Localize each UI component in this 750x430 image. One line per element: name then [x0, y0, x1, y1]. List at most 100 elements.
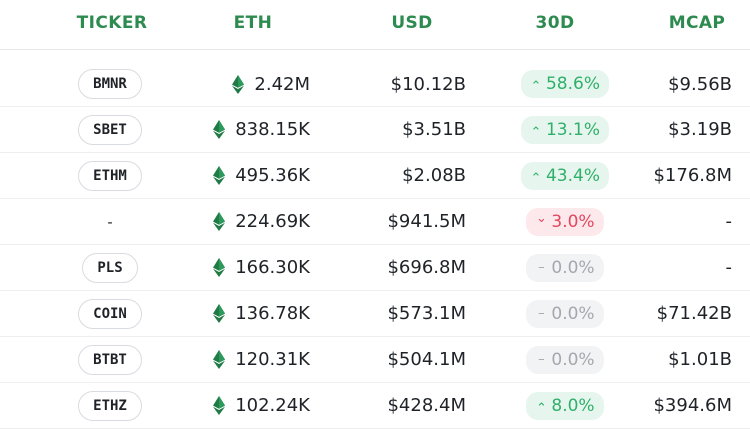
change-badge: ⌄ 3.0% [526, 207, 604, 236]
ticker-cell: SBET [60, 107, 160, 152]
change-value: 13.1% [545, 119, 600, 140]
usd-cell: $3.51B [330, 107, 466, 152]
table-row-coin[interactable]: COIN 136.78K $573.1M – 0.0% [0, 291, 750, 337]
mcap-cell: $394.6M [630, 383, 732, 428]
dash-icon: – [538, 259, 545, 275]
mcap-cell: $71.42B [630, 291, 732, 336]
eth-cell: 224.69K [160, 199, 310, 244]
eth-amount: 166.30K [235, 257, 310, 278]
mcap-cell: $3.19B [630, 107, 732, 152]
mcap-cell: $1.01B [630, 337, 732, 382]
eth-amount: 102.24K [235, 395, 310, 416]
mcap-cell: - [630, 245, 733, 290]
column-header-ticker[interactable]: TICKER [76, 13, 148, 33]
ticker-pill[interactable]: ETHZ [78, 390, 142, 421]
change-badge: – 0.0% [526, 253, 604, 282]
change-value: 58.6% [545, 74, 600, 94]
eth-amount: 120.31K [235, 349, 310, 370]
table-row-sbet[interactable]: SBET 838.15K $3.51B ⌃ 13.1% [0, 107, 750, 153]
eth-amount: 495.36K [235, 165, 310, 186]
ticker-cell: BTBT [60, 337, 160, 382]
eth-amount: 838.15K [235, 119, 310, 140]
ticker-cell: ETHZ [60, 383, 160, 428]
column-header-usd[interactable]: USD [391, 13, 433, 33]
ticker-pill[interactable]: BMNR [78, 69, 142, 99]
table-row-pls[interactable]: PLS 166.30K $696.8M – 0.0% [0, 245, 750, 291]
table-row-ethm[interactable]: ETHM 495.36K $2.08B ⌃ 43.4% [0, 153, 750, 199]
eth-cell: 2.42M [160, 62, 310, 106]
eth-amount: 136.78K [235, 303, 310, 324]
table-row-ethz[interactable]: ETHZ 102.24K $428.4M ⌃ 8.0% [0, 383, 750, 429]
arrow-down-icon: ⌄ [535, 210, 547, 226]
ticker-pill[interactable]: ETHM [78, 160, 142, 191]
column-header-30d[interactable]: 30D [535, 13, 575, 33]
table-header: TICKER ETH USD 30D MCAP [0, 0, 750, 50]
mcap-value: $176.8M [653, 165, 732, 186]
ethereum-icon [213, 120, 226, 139]
ethereum-icon [213, 396, 226, 415]
change-badge: ⌃ 58.6% [520, 70, 609, 98]
usd-value: $504.1M [387, 349, 466, 370]
eth-cell: 102.24K [160, 383, 310, 428]
eth-cell: 495.36K [160, 153, 310, 198]
arrow-up-icon: ⌃ [530, 170, 542, 186]
ticker-pill[interactable]: COIN [78, 298, 142, 329]
dash-icon: – [538, 351, 545, 367]
change-30d-cell: ⌃ 8.0% [505, 383, 625, 428]
change-badge: – 0.0% [526, 345, 604, 374]
usd-cell: $2.08B [330, 153, 466, 198]
usd-cell: $573.1M [330, 291, 466, 336]
usd-value: $941.5M [387, 211, 466, 232]
ticker-cell: COIN [60, 291, 160, 336]
eth-cell: 838.15K [160, 107, 310, 152]
column-header-eth[interactable]: ETH [233, 13, 273, 33]
ticker-cell: ETHM [60, 153, 160, 198]
usd-cell: $504.1M [330, 337, 466, 382]
usd-value: $10.12B [390, 73, 466, 95]
usd-value: $2.08B [402, 165, 466, 186]
change-value: 3.0% [551, 211, 595, 232]
mcap-cell: $9.56B [630, 62, 732, 106]
ethereum-icon [232, 74, 245, 94]
eth-cell: 136.78K [160, 291, 310, 336]
ticker-pill[interactable]: PLS [82, 252, 138, 283]
mcap-value: - [725, 211, 733, 232]
eth-amount: 224.69K [235, 211, 310, 232]
ethereum-icon [213, 350, 226, 369]
change-badge: ⌃ 8.0% [526, 391, 604, 420]
change-value: 0.0% [551, 349, 595, 370]
mcap-cell: $176.8M [630, 153, 732, 198]
mcap-value: $3.19B [668, 119, 732, 140]
change-30d-cell: – 0.0% [505, 291, 625, 336]
mcap-cell: - [630, 199, 733, 244]
change-30d-cell: – 0.0% [505, 245, 625, 290]
table-body: BMNR 2.42M $10.12B ⌃ 58.6% [0, 62, 750, 429]
usd-cell: $428.4M [330, 383, 466, 428]
table-row-bmnr[interactable]: BMNR 2.42M $10.12B ⌃ 58.6% [0, 62, 750, 107]
change-30d-cell: ⌄ 3.0% [505, 199, 625, 244]
change-value: 43.4% [545, 165, 600, 186]
change-badge: ⌃ 43.4% [520, 161, 609, 190]
change-value: 8.0% [551, 395, 595, 416]
mcap-value: $9.56B [668, 73, 732, 95]
ticker-cell: - [60, 199, 160, 244]
change-30d-cell: – 0.0% [505, 337, 625, 382]
ticker-cell: BMNR [60, 62, 160, 106]
change-badge: – 0.0% [526, 299, 604, 328]
change-30d-cell: ⌃ 43.4% [505, 153, 625, 198]
ticker-pill[interactable]: BTBT [78, 344, 142, 375]
mcap-value: - [725, 257, 733, 278]
eth-cell: 166.30K [160, 245, 310, 290]
table-row-unlisted[interactable]: - 224.69K $941.5M ⌄ 3.0% [0, 199, 750, 245]
change-30d-cell: ⌃ 13.1% [505, 107, 625, 152]
arrow-up-icon: ⌃ [530, 79, 542, 94]
change-badge: ⌃ 13.1% [520, 115, 609, 144]
ticker-pill[interactable]: SBET [78, 114, 142, 145]
table-row-btbt[interactable]: BTBT 120.31K $504.1M – 0.0% [0, 337, 750, 383]
eth-cell: 120.31K [160, 337, 310, 382]
usd-cell: $941.5M [330, 199, 466, 244]
arrow-up-icon: ⌃ [530, 124, 542, 140]
column-header-mcap[interactable]: MCAP [668, 13, 726, 33]
usd-value: $696.8M [387, 257, 466, 278]
